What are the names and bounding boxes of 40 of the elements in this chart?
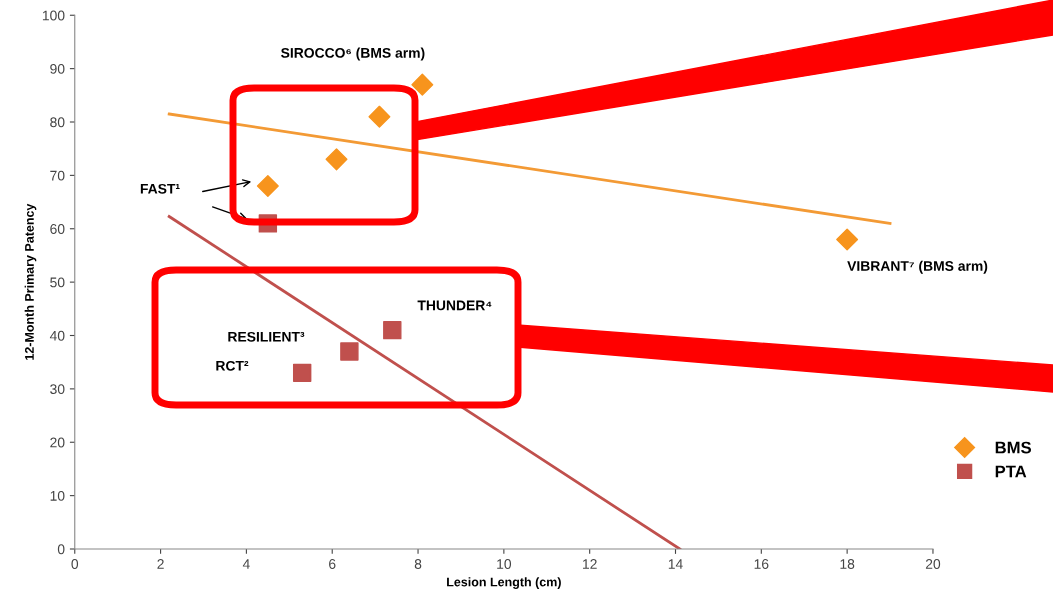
y-tick-label: 10	[50, 490, 65, 501]
y-tick-label: 70	[50, 170, 65, 181]
x-axis-title: Lesion Length (cm)	[447, 577, 561, 589]
x-tick-label: 4	[242, 559, 250, 569]
point	[411, 73, 434, 96]
annotation: SIROCCO⁶ (BMS arm)	[281, 47, 425, 61]
x-tick-label: 12	[583, 559, 597, 569]
y-tick-label: 50	[50, 277, 65, 288]
annotation: RCT²	[216, 360, 249, 371]
annotation: FAST¹	[140, 183, 180, 194]
x-tick-label: 18	[840, 559, 855, 569]
annotation: VIBRANT⁷ (BMS arm)	[847, 260, 988, 274]
y-axis-title: 12-Month Primary Patency	[24, 203, 37, 360]
x-tick-label: 16	[754, 559, 769, 569]
y-tick-label: 0	[57, 544, 65, 555]
y-tick-label: 20	[50, 437, 65, 448]
x-tick-label: 6	[329, 559, 336, 569]
annotation: RESILIENT³	[228, 331, 305, 342]
point	[383, 320, 402, 340]
point	[340, 342, 359, 361]
x-tick-label: 10	[497, 559, 512, 569]
y-tick-label: 40	[49, 330, 65, 341]
point	[325, 148, 348, 171]
x-tick-label: 8	[414, 559, 422, 569]
x-tick-label: 14	[668, 559, 683, 569]
legend-label: PTA	[995, 465, 1027, 478]
legend-label: BMS	[995, 441, 1032, 454]
x-tick-label: 20	[925, 559, 941, 569]
y-tick-label: 60	[50, 224, 65, 234]
point	[292, 363, 312, 383]
y-tick-label: 80	[50, 117, 65, 128]
y-tick-label: 90	[50, 63, 65, 74]
point	[836, 228, 859, 251]
point	[368, 105, 391, 128]
y-tick-label: 30	[50, 384, 65, 395]
x-tick-label: 0	[71, 559, 79, 569]
y-tick-label: 100	[42, 10, 65, 21]
x-tick-label: 2	[157, 559, 164, 569]
annotation: THUNDER⁴	[417, 300, 492, 311]
point	[256, 175, 279, 198]
